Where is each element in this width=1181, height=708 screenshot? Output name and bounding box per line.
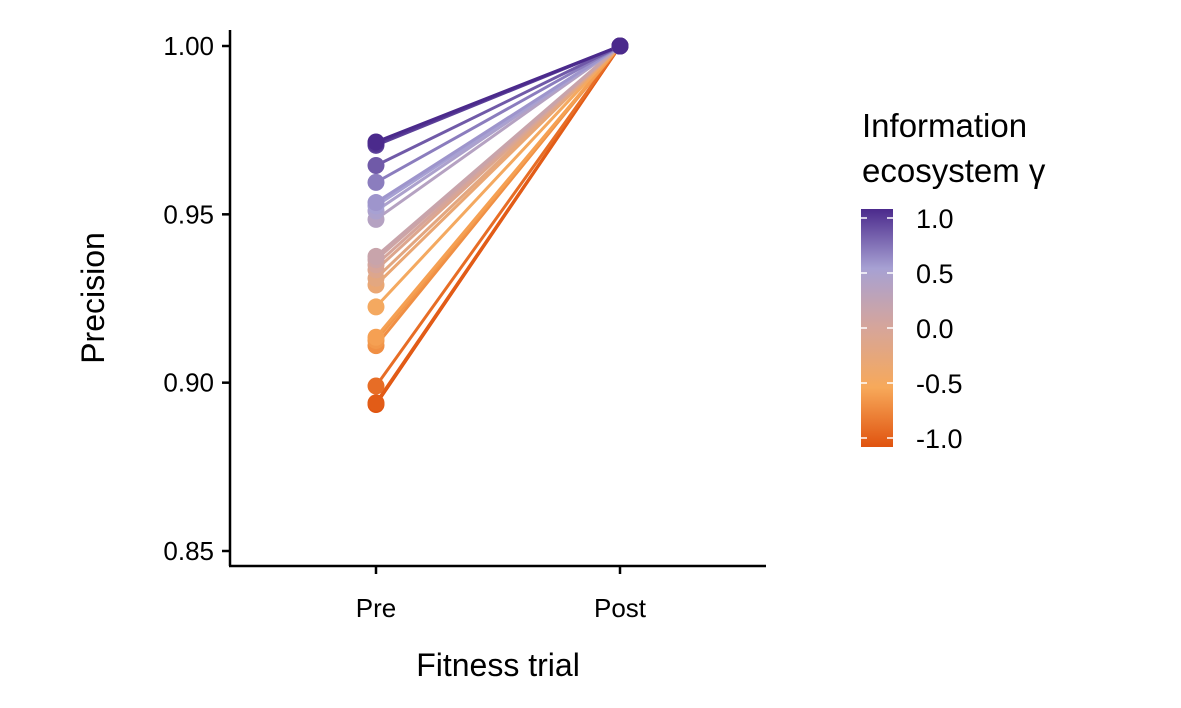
- legend-tick-label: 0.5: [916, 259, 954, 289]
- data-point: [611, 37, 629, 55]
- series-line: [374, 45, 622, 404]
- y-axis: 0.85 0.90 0.95 1.00: [163, 30, 232, 566]
- y-tick-label: 0.90: [163, 368, 214, 398]
- series-points: [367, 37, 629, 414]
- x-tick-label: Post: [594, 593, 647, 623]
- series-line: [375, 44, 621, 258]
- legend-tick-label: 1.0: [916, 204, 954, 234]
- data-point: [367, 394, 385, 412]
- legend-tick-label: -1.0: [916, 424, 963, 454]
- data-point: [367, 377, 385, 395]
- data-point: [367, 194, 385, 212]
- series-line: [374, 44, 622, 308]
- legend-tick-label: -0.5: [916, 369, 963, 399]
- data-point: [367, 298, 385, 316]
- data-point: [367, 173, 385, 191]
- series-line: [375, 44, 621, 144]
- series-line: [374, 45, 622, 339]
- y-tick-label: 1.00: [163, 31, 214, 61]
- series-line: [374, 45, 622, 387]
- x-axis-title: Fitness trial: [416, 647, 580, 683]
- legend-title-line2: ecosystem γ: [862, 152, 1046, 189]
- data-point: [367, 157, 385, 175]
- color-legend: Information ecosystem γ 1.0 0.5 0.0 -0.5 -1.…: [861, 107, 1046, 454]
- data-point: [367, 247, 385, 265]
- series-line: [375, 44, 621, 204]
- legend-ticks: 1.0 0.5 0.0 -0.5 -1.0: [861, 204, 963, 454]
- data-point: [367, 133, 385, 151]
- x-tick-label: Pre: [356, 593, 396, 623]
- series-line: [375, 44, 621, 167]
- legend-title-line1: Information: [862, 107, 1027, 144]
- legend-tick-label: 0.0: [916, 314, 954, 344]
- series-line: [375, 44, 621, 184]
- y-tick-label: 0.85: [163, 536, 214, 566]
- x-axis: Pre Post: [229, 564, 766, 623]
- data-point: [367, 328, 385, 346]
- series-lines: [374, 44, 622, 406]
- y-tick-label: 0.95: [163, 199, 214, 229]
- y-axis-title: Precision: [75, 232, 111, 364]
